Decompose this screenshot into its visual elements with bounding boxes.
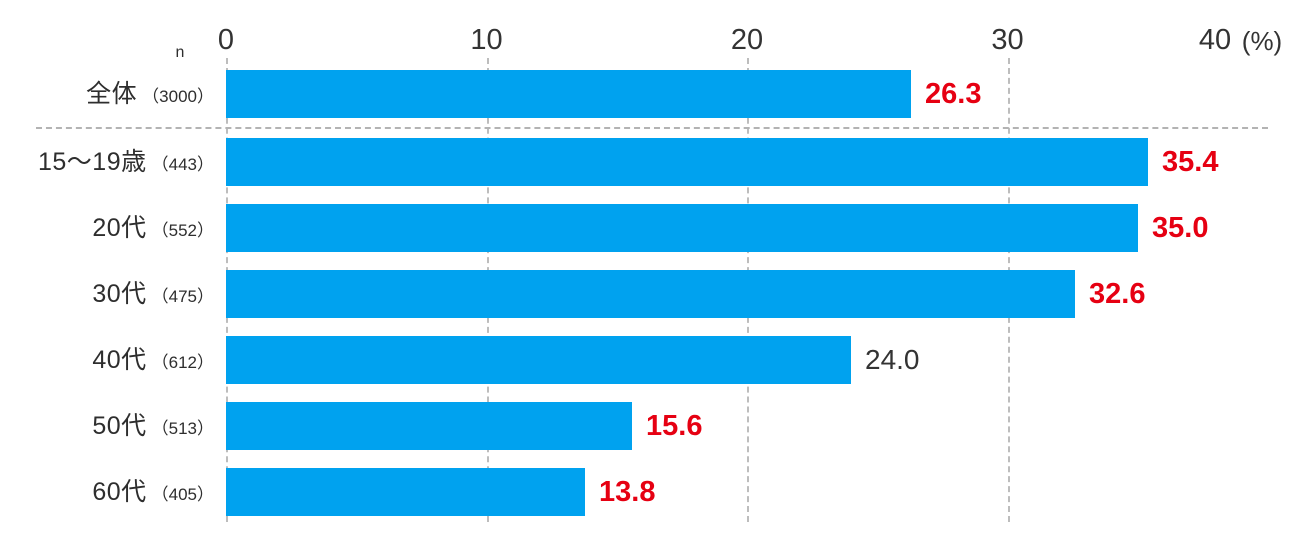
chart-row: 15～19歳 （443） 35.4: [0, 138, 1300, 186]
category-name: 全体: [86, 80, 138, 108]
value-label: 32.6: [1089, 278, 1146, 310]
category-label: 60代 （405）: [0, 468, 214, 516]
chart-row: 30代 （475） 32.6: [0, 270, 1300, 318]
axis-unit-label: (%): [1241, 26, 1283, 56]
category-sample-size: （405）: [151, 485, 214, 504]
value-label: 26.3: [925, 78, 982, 110]
category-name: 50代: [92, 412, 147, 440]
category-sample-size: （612）: [151, 353, 214, 372]
category-label: 20代 （552）: [0, 204, 214, 252]
category-name: 20代: [92, 214, 147, 242]
overall-separator-line: [36, 127, 1268, 129]
value-label: 35.0: [1152, 212, 1209, 244]
value-label: 24.0: [865, 344, 920, 375]
bar: [226, 138, 1148, 186]
chart-row: 50代 （513） 15.6: [0, 402, 1300, 450]
category-label: 50代 （513）: [0, 402, 214, 450]
category-label: 全体 （3000）: [0, 70, 214, 118]
x-axis-tick: 10: [470, 24, 503, 56]
value-label: 15.6: [646, 410, 703, 442]
category-label: 15～19歳 （443）: [0, 138, 214, 186]
category-label: 40代 （612）: [0, 336, 214, 384]
x-axis-tick: 40: [1198, 24, 1232, 56]
bar: [226, 70, 911, 118]
category-sample-size: （475）: [151, 287, 214, 306]
bar: [226, 402, 632, 450]
chart-row: 全体 （3000） 26.3: [0, 70, 1300, 118]
chart-row: 20代 （552） 35.0: [0, 204, 1300, 252]
chart-row: 40代 （612） 24.0: [0, 336, 1300, 384]
chart-row: 60代 （405） 13.8: [0, 468, 1300, 516]
x-axis-tick: 20: [730, 24, 764, 56]
bar: [226, 336, 851, 384]
category-name: 60代: [92, 478, 147, 506]
category-sample-size: （513）: [151, 419, 214, 438]
category-label: 30代 （475）: [0, 270, 214, 318]
bar: [226, 270, 1075, 318]
bar: [226, 204, 1138, 252]
category-sample-size: （3000）: [142, 87, 214, 106]
value-label: 13.8: [599, 476, 656, 508]
category-name: 30代: [92, 280, 147, 308]
bar: [226, 468, 585, 516]
x-axis-tick: 30: [991, 24, 1024, 56]
category-sample-size: （552）: [151, 221, 214, 240]
category-sample-size: （443）: [151, 155, 214, 174]
category-name: 40代: [92, 346, 147, 374]
x-axis-tick: 0: [217, 24, 235, 56]
n-column-header: n: [175, 44, 185, 61]
value-label: 35.4: [1162, 146, 1219, 178]
category-name: 15～19歳: [38, 148, 147, 176]
